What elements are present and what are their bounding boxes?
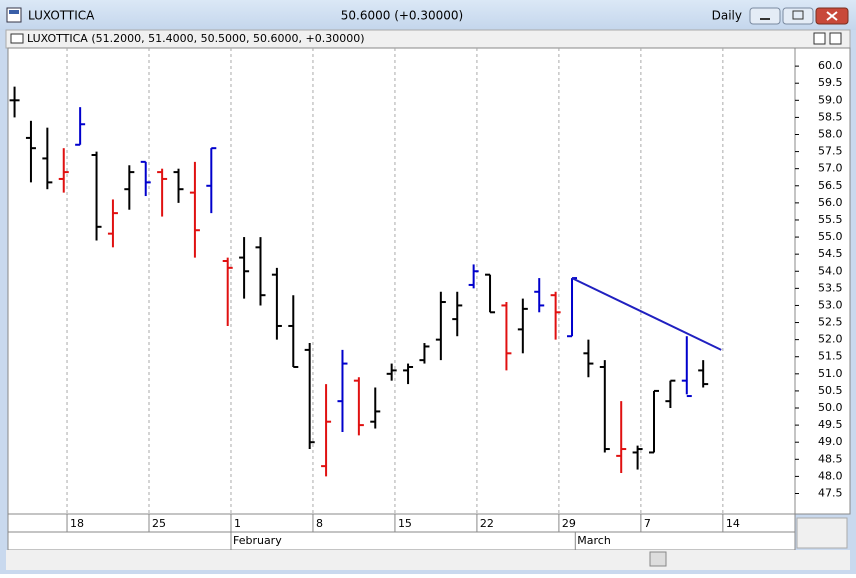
window-title: LUXOTTICA — [28, 9, 95, 23]
y-tick-label: 59.0 — [818, 93, 843, 106]
y-tick-label: 53.5 — [818, 281, 843, 294]
y-tick-label: 50.5 — [818, 384, 843, 397]
maximize-button[interactable] — [782, 7, 814, 25]
maximize-glyph — [792, 10, 804, 20]
y-tick-label: 56.5 — [818, 179, 843, 192]
y-tick-label: 58.0 — [818, 127, 843, 140]
x-tick-label: 7 — [644, 517, 651, 530]
x-tick-label: 29 — [562, 517, 576, 530]
title-bar — [0, 0, 856, 30]
panel-icon — [10, 33, 24, 44]
toolbar — [6, 550, 850, 570]
minimize-button[interactable] — [749, 7, 781, 25]
x-tick-label: 22 — [480, 517, 494, 530]
y-tick-label: 52.5 — [818, 316, 843, 329]
y-tick-label: 48.5 — [818, 452, 843, 465]
y-tick-label: 57.0 — [818, 162, 843, 175]
y-tick-label: 60.0 — [818, 59, 843, 72]
panel-close[interactable] — [829, 32, 842, 45]
x-tick-label: 1 — [234, 517, 241, 530]
y-tick-label: 59.5 — [818, 76, 843, 89]
panel-title: LUXOTTICA (51.2000, 51.4000, 50.5000, 50… — [27, 32, 365, 45]
app-icon-part — [9, 10, 19, 14]
y-tick-label: 58.5 — [818, 110, 843, 123]
y-tick-label: 51.5 — [818, 350, 843, 363]
y-tick-label: 49.0 — [818, 435, 843, 448]
y-tick-label: 48.0 — [818, 469, 843, 482]
y-tick-label: 50.0 — [818, 401, 843, 414]
close-glyph — [826, 11, 838, 21]
x-tick-label: 25 — [152, 517, 166, 530]
y-tick-label: 54.5 — [818, 247, 843, 260]
trendline — [571, 277, 722, 351]
y-tick-label: 54.0 — [818, 264, 843, 277]
y-tick-label: 57.5 — [818, 145, 843, 158]
price-axis — [794, 47, 851, 515]
period: Daily — [712, 9, 742, 23]
y-tick-label: 47.5 — [818, 486, 843, 499]
y-tick-label: 52.0 — [818, 333, 843, 346]
y-tick-label: 51.0 — [818, 367, 843, 380]
y-tick-label: 49.5 — [818, 418, 843, 431]
month-label: March — [577, 534, 611, 547]
x-tick-label: 18 — [70, 517, 84, 530]
quote: 50.6000 (+0.30000) — [341, 9, 463, 23]
x-tick-label: 8 — [316, 517, 323, 530]
x-tick-label: 15 — [398, 517, 412, 530]
y-tick-label: 55.0 — [818, 230, 843, 243]
y-tick-label: 53.0 — [818, 298, 843, 311]
scroll-thumb[interactable] — [649, 551, 667, 567]
month-label: February — [233, 534, 282, 547]
plot-area — [7, 47, 796, 515]
x-tick-label: 14 — [726, 517, 740, 530]
y-tick-label: 55.5 — [818, 213, 843, 226]
y-tick-label: 56.0 — [818, 196, 843, 209]
panel-restore[interactable] — [813, 32, 826, 45]
corner-box — [796, 517, 848, 549]
